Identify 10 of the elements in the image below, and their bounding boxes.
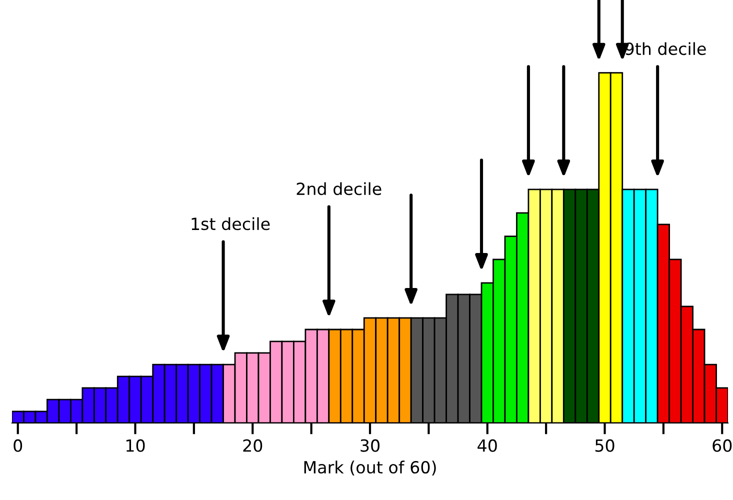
x-tick-label: 50 [595,439,614,452]
x-tick-label: 60 [712,439,732,452]
x-tick-label: 40 [478,439,497,452]
x-axis-title: Mark (out of 60) [304,460,436,476]
annotation: 2nd decile [296,182,382,196]
x-tick-label: 20 [243,439,262,452]
x-tick-label: 30 [360,439,380,452]
x-tick-label: 10 [126,439,145,452]
annotation: 1st decile [192,217,270,230]
x-tick-label: 0 [14,439,22,452]
